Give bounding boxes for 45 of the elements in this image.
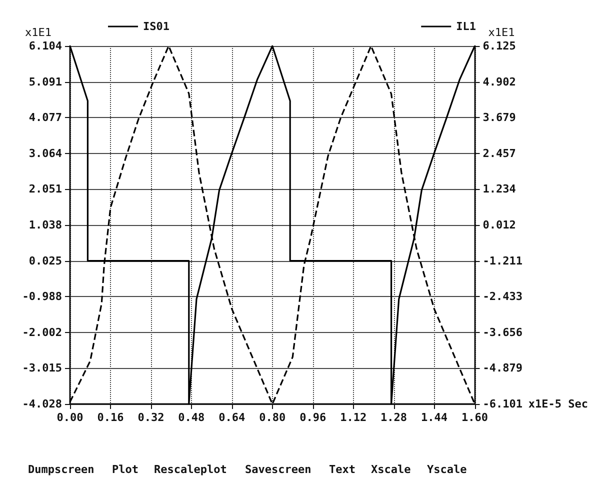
text: Dumpscreen xyxy=(28,463,94,476)
legend-label: IS01 xyxy=(143,20,170,33)
y-tick-label: -3.015 xyxy=(22,362,62,375)
y2-tick-label: -1.211 xyxy=(482,254,523,268)
y2-axis-title: x1E1 xyxy=(488,26,515,39)
y-tick-label: -4.028 xyxy=(22,398,62,410)
legend-label: IL1 xyxy=(456,20,476,33)
y-tick-label: -2.002 xyxy=(22,326,62,339)
x-tick-label: 0.96 xyxy=(300,411,326,424)
x-tick-label: 0.16 xyxy=(97,411,124,424)
x-tick-label: 0.80 xyxy=(259,411,286,424)
y2-tick-label: -3.656 xyxy=(482,326,523,339)
y-tick-label: 4.077 xyxy=(28,111,62,124)
x-tick-label: 0.00 xyxy=(56,411,84,424)
y2-tick-label: -2.433 xyxy=(482,290,523,304)
x-tick-label: 0.48 xyxy=(178,411,205,424)
y2-tick-label: -6.101 xyxy=(482,398,523,410)
y-tick-label: 5.091 xyxy=(28,75,62,88)
y-tick-label: 3.064 xyxy=(28,146,62,160)
y2-tick-label: 3.679 xyxy=(482,111,516,124)
x-tick-label: 1.60 xyxy=(462,411,488,424)
y-tick-label: 2.051 xyxy=(28,182,62,196)
text: Text xyxy=(329,463,356,476)
y-tick-label: 0.025 xyxy=(28,254,62,268)
text: Plot xyxy=(112,463,138,476)
x-tick-label: 1.44 xyxy=(421,411,448,424)
y2-tick-label: 4.902 xyxy=(482,75,516,88)
y2-tick-label: 0.012 xyxy=(482,218,516,232)
x-tick-label: 1.28 xyxy=(380,411,408,424)
x-tick-label: 0.64 xyxy=(218,411,246,424)
y2-tick-label: 6.125 xyxy=(482,40,516,52)
text: Rescaleplot xyxy=(154,463,227,476)
text: Yscale xyxy=(427,463,468,476)
x-tick-label: 0.32 xyxy=(138,411,164,424)
x-axis-title: x1E-5 Sec xyxy=(528,398,588,410)
text: Savescreen xyxy=(245,463,312,476)
y-tick-label: 1.038 xyxy=(28,218,62,232)
y-tick-label: 6.104 xyxy=(28,40,62,52)
y2-tick-label: 1.234 xyxy=(482,182,516,196)
y-axis-title: x1E1 xyxy=(25,26,52,39)
x-tick-label: 1.12 xyxy=(340,411,367,424)
text: Xscale xyxy=(371,463,412,476)
y-tick-label: -0.988 xyxy=(22,290,62,304)
y2-tick-label: -4.879 xyxy=(482,362,523,375)
y2-tick-label: 2.457 xyxy=(482,146,516,160)
